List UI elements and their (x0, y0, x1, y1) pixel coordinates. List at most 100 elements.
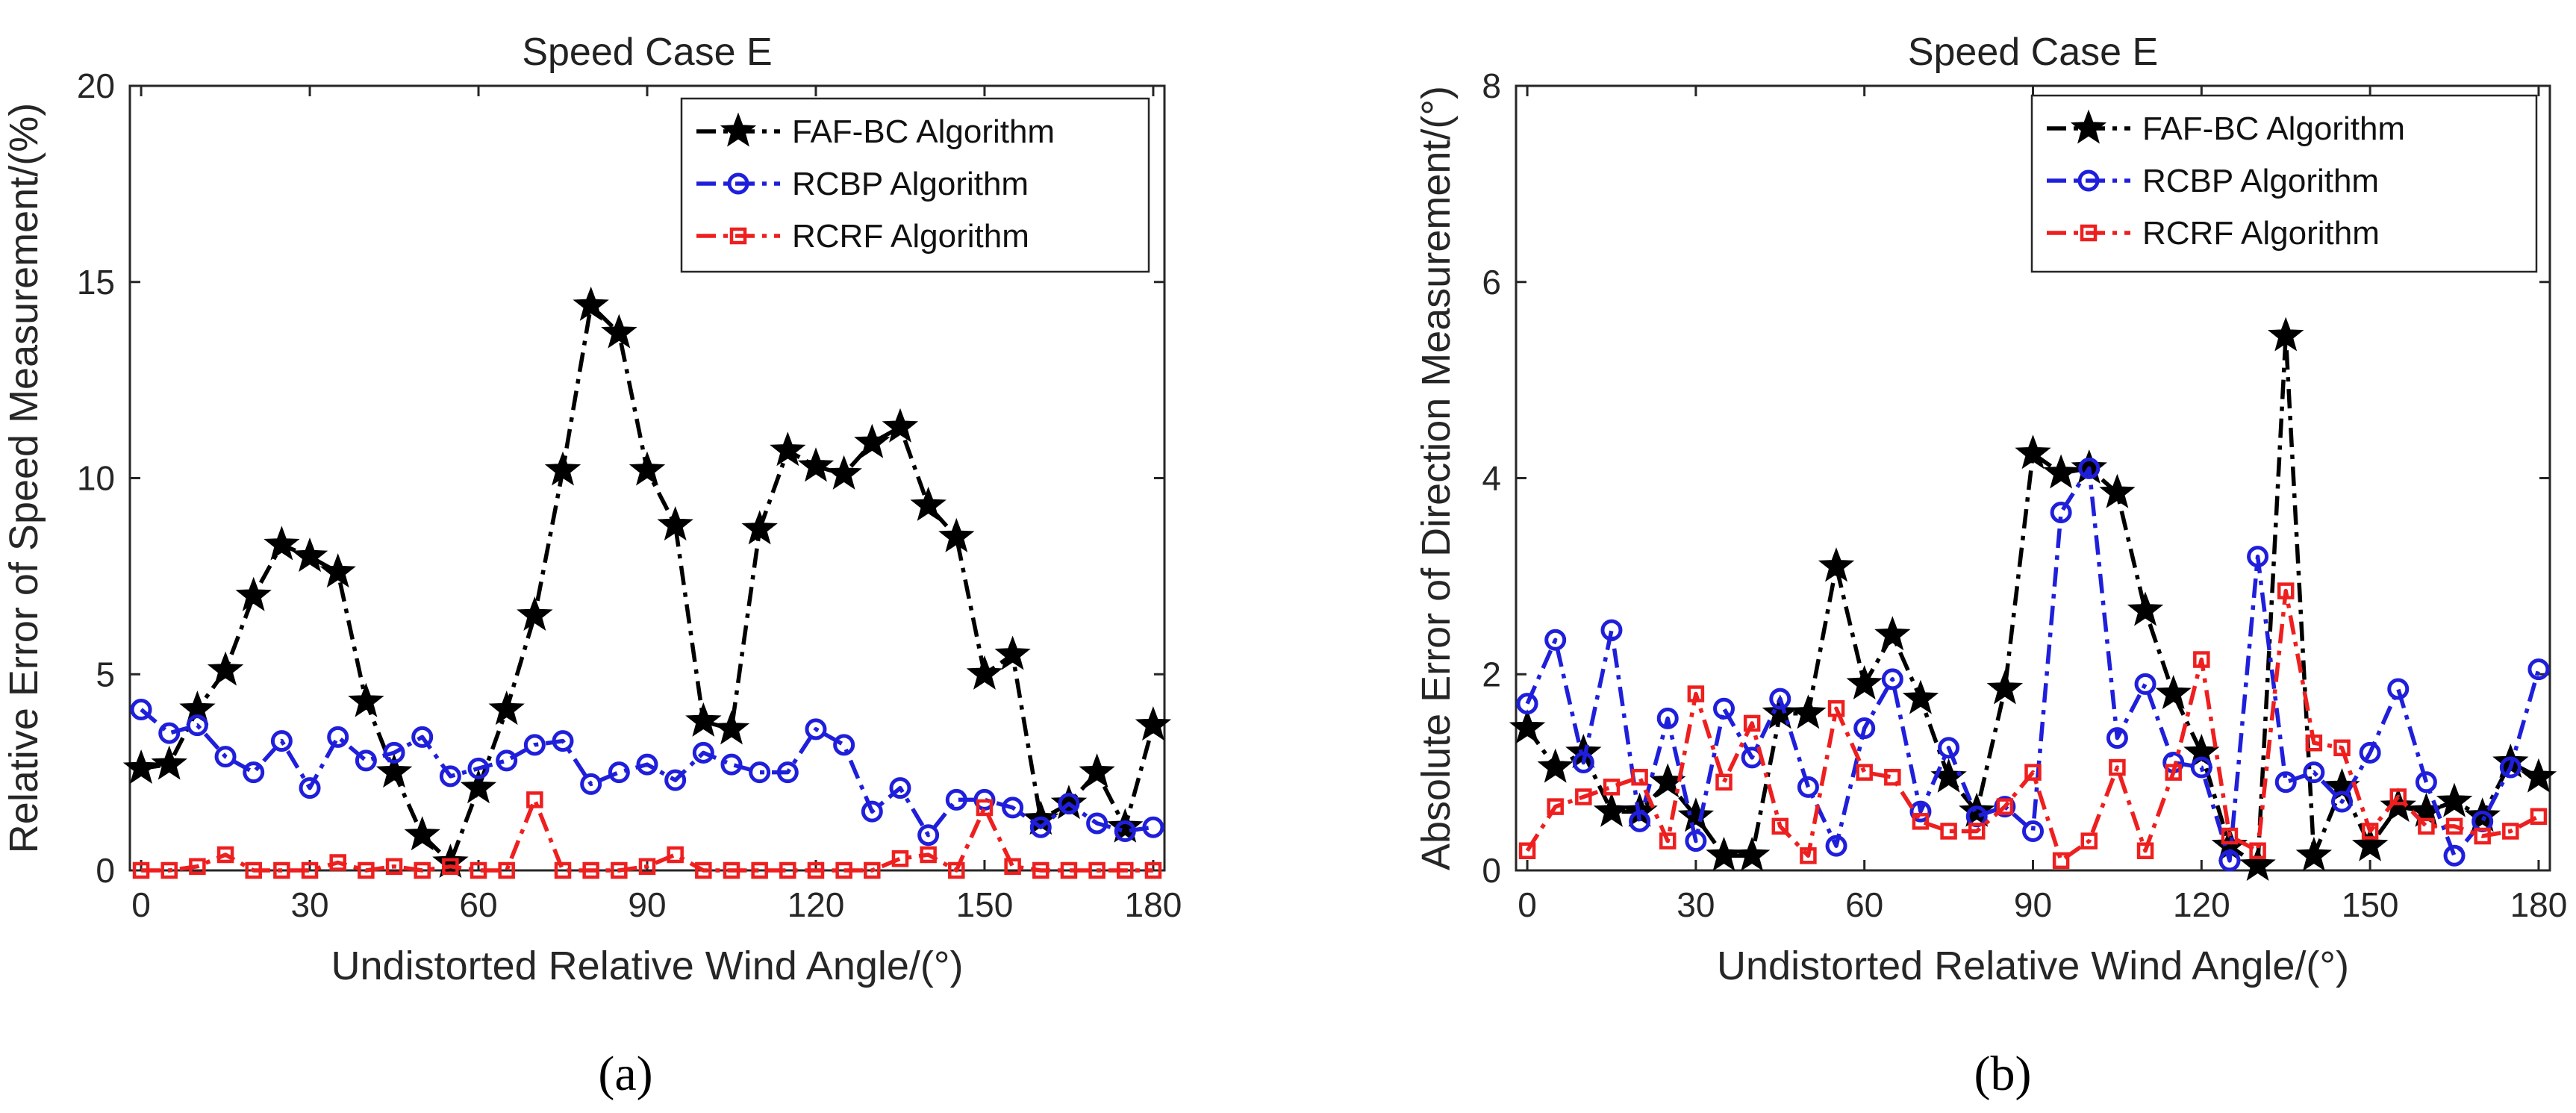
data-point (2106, 727, 2128, 749)
data-point (2134, 673, 2156, 695)
x-tick-label: 30 (1677, 885, 1715, 924)
x-tick-label: 60 (1845, 885, 1883, 924)
data-point (636, 753, 658, 776)
data-point (685, 702, 722, 737)
chart-title: Speed Case E (1908, 31, 2158, 74)
chart-panel-b: 0 30 60 90 120 150 180 0 2 4 6 8 Speed Case E Undisto… (1414, 31, 2567, 1101)
data-point (2109, 758, 2126, 776)
legend-marker (727, 172, 749, 195)
data-point (2418, 817, 2435, 835)
data-point (554, 861, 572, 879)
data-point (2303, 761, 2325, 784)
data-point (1677, 797, 1715, 832)
legend-box (2030, 94, 2538, 273)
data-point (741, 510, 778, 545)
data-point (1117, 861, 1134, 879)
data-point (805, 718, 827, 741)
data-point (2277, 582, 2295, 599)
data-point (973, 788, 996, 811)
series-rcrf (132, 791, 1162, 879)
data-point (552, 730, 574, 752)
data-point (2415, 771, 2437, 794)
data-point (1518, 842, 1536, 859)
data-point (2221, 827, 2239, 845)
y-tick-label: 15 (77, 263, 115, 302)
y-tick-label: 4 (1482, 459, 1501, 498)
data-point (2042, 454, 2080, 489)
data-point (2015, 434, 2051, 470)
data-point (1685, 830, 1707, 852)
data-point (2274, 771, 2297, 794)
data-point (214, 746, 237, 768)
series-line (141, 797, 1153, 873)
data-point (263, 526, 300, 561)
data-point (573, 286, 609, 321)
data-point (1790, 694, 1827, 729)
data-point (1135, 706, 1172, 741)
data-point (488, 690, 525, 726)
data-point (235, 576, 272, 611)
data-point (327, 726, 349, 748)
data-point (1800, 847, 1817, 864)
data-point (1827, 699, 1845, 717)
data-point (1547, 798, 1564, 815)
data-point (2080, 832, 2098, 849)
data-point (2387, 678, 2410, 700)
data-point (1575, 788, 1592, 805)
x-tick-label: 180 (1125, 885, 1182, 924)
data-point (1656, 707, 1679, 729)
x-tick-label: 150 (2342, 885, 2399, 924)
data-point (1930, 758, 1967, 793)
x-axis-label: Undistorted Relative Wind Angle/(°) (331, 944, 964, 988)
data-point (189, 858, 206, 875)
y-tick-label: 2 (1482, 655, 1501, 693)
data-point (1884, 768, 1901, 786)
data-point (2474, 827, 2491, 845)
y-tick-label: 10 (77, 459, 115, 498)
data-point (2330, 791, 2353, 813)
data-point (2389, 788, 2407, 805)
data-point (1600, 619, 1623, 641)
data-point (608, 761, 630, 784)
data-point (2502, 823, 2519, 840)
data-point (2445, 817, 2463, 835)
x-tick-label: 150 (956, 885, 1014, 924)
data-point (945, 788, 967, 811)
data-point (1853, 717, 1876, 740)
data-point (1086, 812, 1108, 835)
data-point (2268, 317, 2304, 352)
data-point (966, 655, 1003, 690)
data-point (1996, 798, 2014, 815)
data-point (994, 635, 1031, 670)
data-point (358, 861, 375, 879)
y-tick-label: 0 (96, 851, 115, 890)
data-point (1079, 753, 1115, 788)
data-point (1986, 670, 2024, 705)
x-tick-label: 30 (290, 885, 328, 924)
data-point (2499, 756, 2522, 779)
data-point (299, 777, 321, 799)
data-point (1544, 629, 1567, 651)
data-point (523, 734, 546, 756)
data-point (2359, 741, 2381, 764)
data-point (580, 773, 602, 795)
data-point (1938, 737, 1960, 759)
data-point (270, 730, 293, 752)
figure-caption: (b) (1974, 1047, 2032, 1101)
data-point (132, 861, 150, 879)
data-point (664, 769, 687, 791)
data-point (1629, 810, 1651, 832)
y-tick-label: 20 (77, 66, 115, 105)
data-point (375, 753, 413, 788)
x-tick-label: 90 (628, 885, 666, 924)
data-point (692, 741, 714, 764)
data-point (151, 745, 187, 780)
data-point (2024, 764, 2042, 781)
data-point (2333, 739, 2351, 757)
series-rcbp (130, 699, 1164, 847)
data-point (1818, 547, 1855, 582)
data-point (2305, 734, 2323, 752)
data-point (2052, 852, 2070, 870)
data-point (355, 749, 377, 772)
